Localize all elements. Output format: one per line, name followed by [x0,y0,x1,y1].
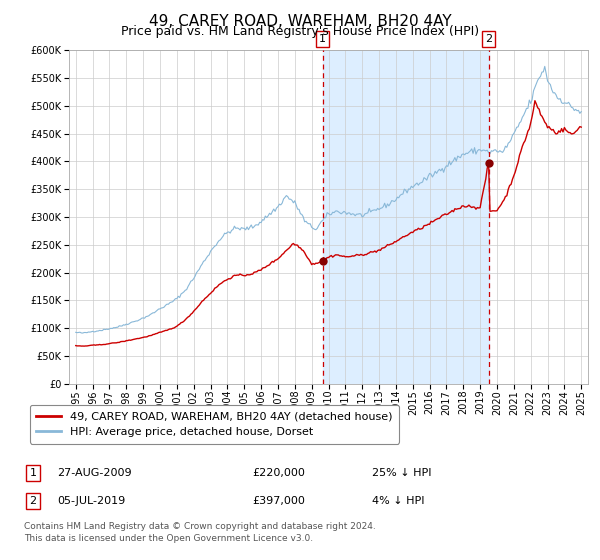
Text: 2: 2 [485,34,492,44]
Text: 2: 2 [29,496,37,506]
Text: Contains HM Land Registry data © Crown copyright and database right 2024.: Contains HM Land Registry data © Crown c… [24,522,376,531]
Text: 27-AUG-2009: 27-AUG-2009 [57,468,131,478]
Text: 1: 1 [319,34,326,44]
Text: 1: 1 [29,468,37,478]
Text: 25% ↓ HPI: 25% ↓ HPI [372,468,431,478]
Text: This data is licensed under the Open Government Licence v3.0.: This data is licensed under the Open Gov… [24,534,313,543]
Text: £220,000: £220,000 [252,468,305,478]
Text: 05-JUL-2019: 05-JUL-2019 [57,496,125,506]
Bar [323,50,488,384]
Text: 4% ↓ HPI: 4% ↓ HPI [372,496,425,506]
Text: Price paid vs. HM Land Registry's House Price Index (HPI): Price paid vs. HM Land Registry's House … [121,25,479,38]
Text: 49, CAREY ROAD, WAREHAM, BH20 4AY: 49, CAREY ROAD, WAREHAM, BH20 4AY [149,14,451,29]
Text: £397,000: £397,000 [252,496,305,506]
Legend: 49, CAREY ROAD, WAREHAM, BH20 4AY (detached house), HPI: Average price, detached: 49, CAREY ROAD, WAREHAM, BH20 4AY (detac… [29,405,399,444]
